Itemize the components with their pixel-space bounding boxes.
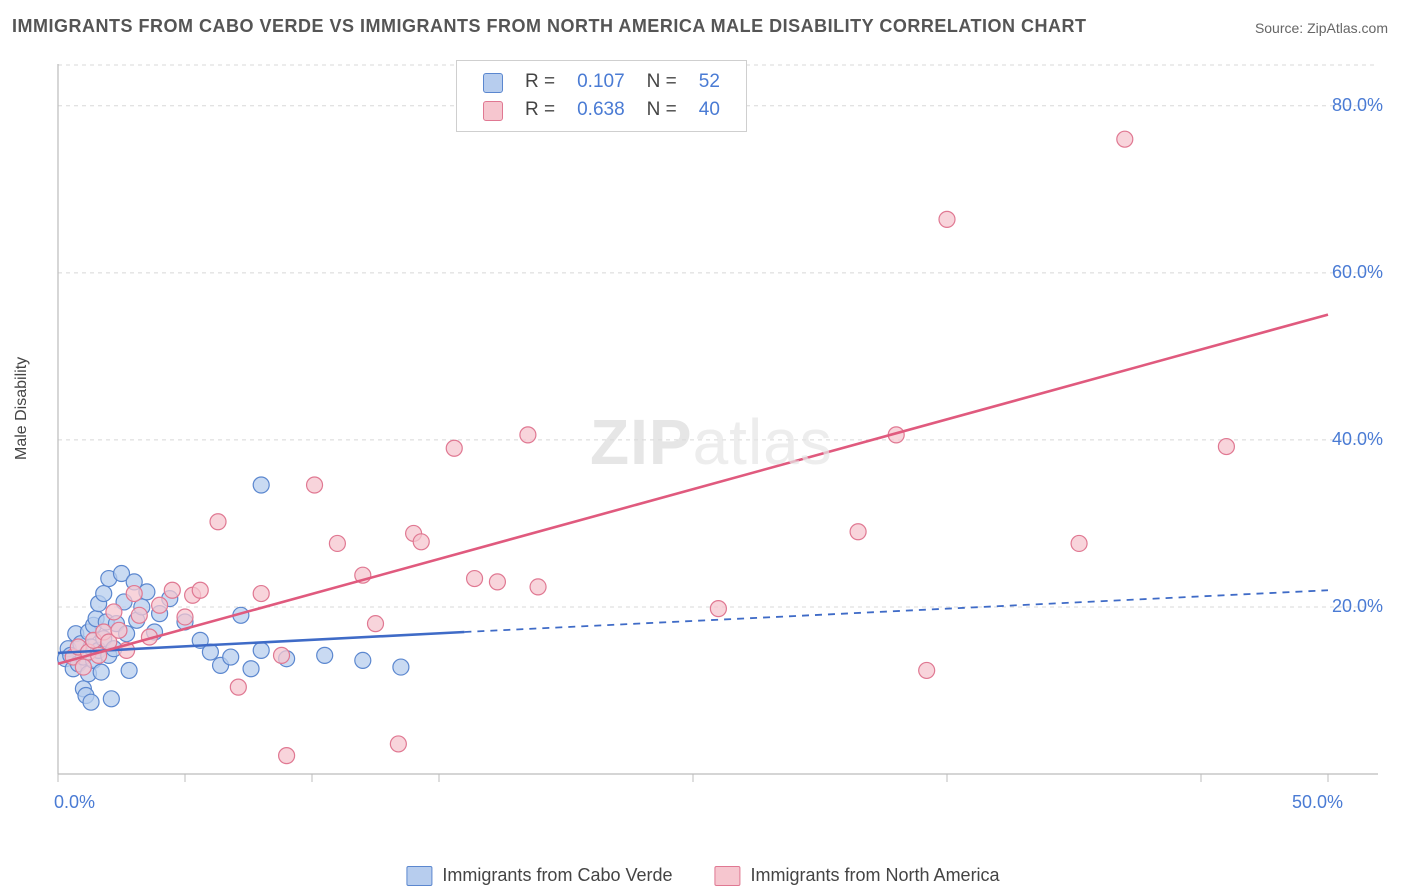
x-tick-label: 0.0% [54, 792, 95, 813]
legend-r-label: R [525, 71, 539, 92]
watermark-bold: ZIP [590, 406, 693, 478]
watermark-light: atlas [693, 406, 833, 478]
source-attribution: Source: ZipAtlas.com [1255, 20, 1388, 36]
legend-item-1: Immigrants from North America [715, 865, 1000, 886]
watermark-text: ZIPatlas [590, 405, 833, 479]
legend-bottom-label-1: Immigrants from North America [751, 865, 1000, 886]
legend-row-series-1: R = 0.638 N = 40 [473, 97, 730, 123]
legend-swatch-1 [483, 101, 503, 121]
legend-bottom-swatch-0 [406, 866, 432, 886]
y-tick-label: 40.0% [1332, 429, 1383, 450]
legend-n-value-0: 52 [689, 69, 730, 95]
legend-item-0: Immigrants from Cabo Verde [406, 865, 672, 886]
legend-bottom-label-0: Immigrants from Cabo Verde [442, 865, 672, 886]
y-tick-label: 80.0% [1332, 95, 1383, 116]
chart-title: IMMIGRANTS FROM CABO VERDE VS IMMIGRANTS… [12, 16, 1086, 37]
series-legend: Immigrants from Cabo Verde Immigrants fr… [406, 865, 999, 886]
x-tick-label: 50.0% [1292, 792, 1343, 813]
legend-r-value-0: 0.107 [567, 69, 635, 95]
legend-r-value-1: 0.638 [567, 97, 635, 123]
legend-bottom-swatch-1 [715, 866, 741, 886]
chart-page: IMMIGRANTS FROM CABO VERDE VS IMMIGRANTS… [0, 0, 1406, 892]
legend-n-label: N [647, 71, 661, 92]
y-axis-title: Male Disability [13, 357, 31, 460]
correlation-legend-table: R = 0.107 N = 52 R = 0.638 N = 40 [471, 67, 732, 125]
legend-n-value-1: 40 [689, 97, 730, 123]
legend-row-series-0: R = 0.107 N = 52 [473, 69, 730, 95]
correlation-legend: R = 0.107 N = 52 R = 0.638 N = 40 [456, 60, 747, 132]
y-tick-label: 20.0% [1332, 596, 1383, 617]
legend-r-label: R [525, 99, 539, 120]
legend-n-label: N [647, 99, 661, 120]
legend-swatch-0 [483, 73, 503, 93]
y-tick-label: 60.0% [1332, 262, 1383, 283]
